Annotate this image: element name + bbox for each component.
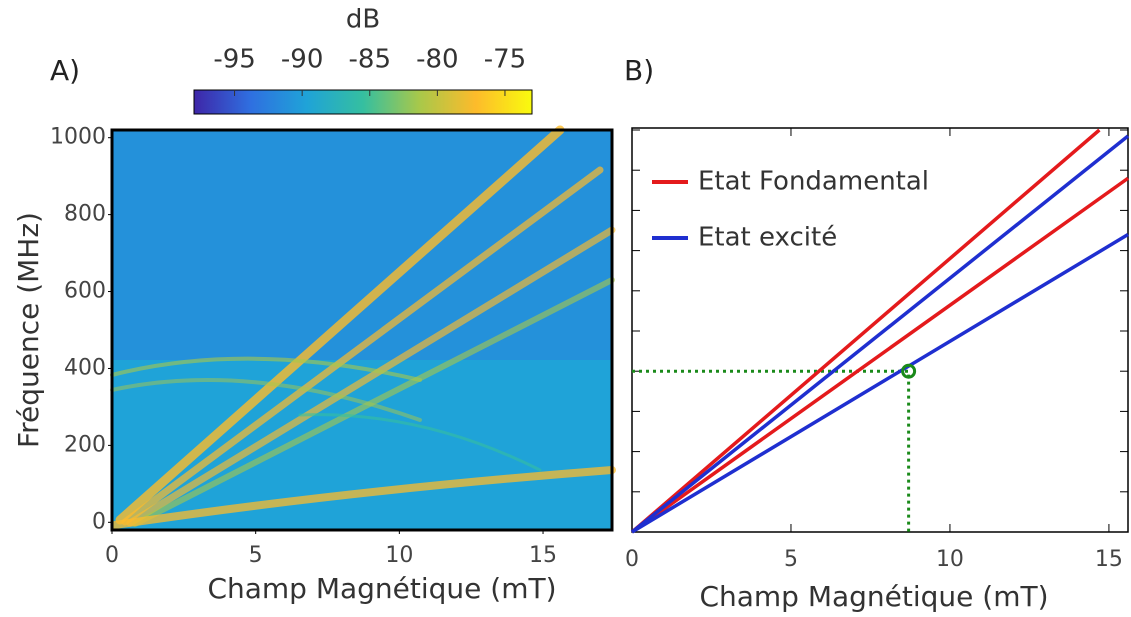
series-line bbox=[631, 233, 1129, 534]
panel-label: B) bbox=[624, 54, 654, 87]
colorbar-tick-label: -90 bbox=[281, 45, 323, 75]
colorbar-tick-label: -75 bbox=[484, 45, 526, 75]
heatmap-feature bbox=[132, 277, 615, 527]
y-tick-label: 200 bbox=[64, 432, 106, 457]
panel-label: A) bbox=[50, 54, 80, 87]
series-line bbox=[630, 128, 1101, 534]
series-line bbox=[630, 134, 1130, 534]
colorbar-tick-label: -95 bbox=[213, 45, 255, 75]
legend-label: Etat Fondamental bbox=[698, 167, 929, 197]
heatmap-feature bbox=[111, 466, 616, 529]
heatmap-feature bbox=[298, 413, 542, 472]
colorbar-tick-label: -85 bbox=[349, 45, 391, 75]
guide-line bbox=[632, 369, 911, 532]
y-tick-label: 600 bbox=[64, 279, 106, 304]
y-tick-label: 800 bbox=[64, 202, 106, 227]
heatmap-feature bbox=[110, 378, 422, 422]
heatmap-shade bbox=[112, 130, 612, 360]
x-tick-label: 10 bbox=[385, 543, 413, 568]
x-tick-label: 5 bbox=[249, 543, 263, 568]
heatmap-feature bbox=[126, 226, 616, 527]
x-tick-label: 5 bbox=[784, 547, 798, 572]
colorbar-label: dB bbox=[346, 5, 380, 35]
heatmap-feature bbox=[121, 166, 604, 526]
x-axis-label: Champ Magnétique (mT) bbox=[207, 572, 556, 605]
legend-label: Etat excité bbox=[698, 223, 837, 253]
colorbar-tick-label: -80 bbox=[416, 45, 458, 75]
series-line bbox=[630, 176, 1130, 534]
x-tick-label: 15 bbox=[1095, 547, 1123, 572]
y-tick-label: 0 bbox=[92, 509, 106, 534]
y-tick-label: 400 bbox=[64, 355, 106, 380]
y-tick-label: 1000 bbox=[50, 125, 106, 150]
x-tick-label: 15 bbox=[529, 543, 557, 568]
x-tick-label: 10 bbox=[936, 547, 964, 572]
y-axis-label: Fréquence (MHz) bbox=[12, 212, 45, 448]
plot-frame bbox=[110, 128, 614, 532]
colorbar bbox=[193, 89, 533, 115]
x-tick-label: 0 bbox=[625, 547, 639, 572]
guide-marker bbox=[901, 363, 917, 379]
heatmap-feature bbox=[110, 356, 422, 382]
x-tick-label: 0 bbox=[105, 543, 119, 568]
x-axis-label: Champ Magnétique (mT) bbox=[699, 580, 1048, 613]
heatmap-feature bbox=[115, 125, 565, 525]
